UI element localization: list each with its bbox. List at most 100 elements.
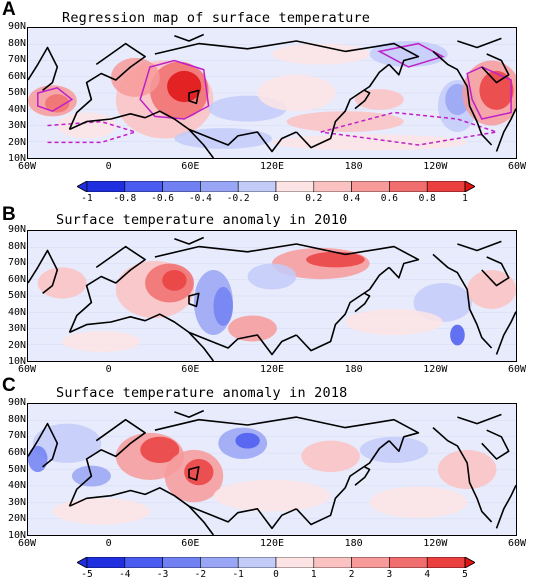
colorbar-swatch [200,557,239,568]
lat-label: 90N [7,21,26,32]
coastline [354,89,371,110]
lat-label: 70N [7,54,26,65]
lat-label: 60N [7,273,26,285]
coastline [495,484,516,529]
lat-label: 70N [7,430,26,442]
lat-label: 20N [7,513,26,525]
lat-label: 90N [7,224,26,235]
lon-label: 0 [105,161,112,172]
panel-letter-c: C [2,375,16,396]
lon-label: 120E [259,364,285,375]
map-panel-c [27,403,517,536]
panel-title-c: Surface temperature anomaly in 2018 [56,385,348,401]
lon-label: 0 [105,538,112,549]
lat-label: 10N [7,153,26,164]
colorbar-swatch [351,557,390,568]
coastline [457,240,502,252]
lat-label: 80N [7,37,26,49]
colorbar-swatch [86,181,126,192]
colorbar-label: 0 [273,569,279,580]
lat-label: 50N [7,290,26,301]
colorbar-label: -0.2 [226,193,250,204]
lat-label: 20N [7,339,26,351]
lon-label: 60W [507,161,527,172]
colorbar-swatch [426,181,466,192]
coastline [457,413,502,425]
lon-label: 120E [259,538,285,549]
colorbar-swatch [124,181,163,192]
panel-title-a: Regression map of surface temperature [62,10,371,26]
lon-label: 60W [17,538,37,549]
lat-label: 50N [7,87,26,98]
coastline [28,46,59,92]
colorbar-swatch [162,557,201,568]
colorbar-swatch [124,557,163,568]
coastline [481,429,510,460]
colorbar-swatch [237,181,277,192]
lat-label: 80N [7,240,26,252]
lon-label: 60W [17,161,37,172]
map-svg [28,33,516,158]
colorbar-arrow-left [77,181,88,192]
coastline [495,108,516,152]
coastline [481,53,510,84]
colorbar-label: 1 [462,193,468,204]
colorbar-swatch [200,181,239,192]
colorbar-swatch [389,181,428,192]
lon-label: 60E [181,538,200,549]
coastline [457,37,502,49]
lat-label: 40N [7,306,26,318]
coastline [188,331,297,356]
map-svg [28,409,516,535]
coastline [68,245,146,333]
coastline [188,89,200,105]
colorbar-swatch [275,557,315,568]
colorbar-swatch [389,557,428,568]
coastline [28,422,59,468]
lat-label: 90N [7,397,26,408]
coastline [354,466,371,486]
colorbar-swatch [426,557,466,568]
coastline [174,33,205,42]
lon-label: 60E [181,161,200,172]
coastline [481,256,510,287]
colorbar-swatch [162,181,201,192]
colorbar-label: -1 [81,193,93,204]
colorbar-label: 0 [273,193,279,204]
colorbar-swatch [86,557,126,568]
coastline [188,292,200,308]
lon-label: 180 [344,538,363,549]
lon-label: 120E [259,161,285,172]
lat-label: 40N [7,480,26,492]
colorbar-label: -0.8 [113,193,137,204]
colorbar-label: -5 [81,569,93,580]
lon-label: 180 [344,364,363,375]
colorbar-a [77,181,475,192]
coastline [295,266,390,352]
colorbar-swatch [313,557,352,568]
coastline [68,42,146,130]
map-svg [28,236,516,361]
colorbar-label: 1 [310,569,317,580]
coastline [154,40,420,76]
lat-label: 10N [7,530,26,541]
coastline [495,311,516,355]
colorbar-label: 0.4 [343,193,361,204]
coastline [69,110,215,158]
colorbar-label: 0.6 [380,193,398,204]
lon-label: 60W [507,538,527,549]
colorbar-swatch [313,181,352,192]
coastline [68,418,146,507]
coastline [295,63,390,149]
coastline [69,487,215,535]
coastline [28,249,59,295]
lon-label: 120W [423,161,448,172]
map-panel-b [27,230,517,362]
lat-label: 70N [7,257,26,268]
colorbar-label: 3 [386,569,393,580]
lat-label: 60N [7,70,26,82]
lat-label: 10N [7,356,26,367]
colorbar-label: 5 [462,569,468,580]
colorbar-label: -0.4 [188,193,212,204]
lon-label: 120W [423,538,448,549]
